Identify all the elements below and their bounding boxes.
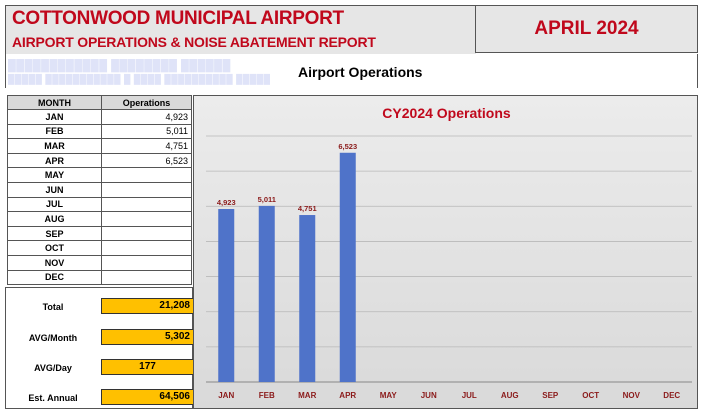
bar — [339, 152, 356, 382]
section-title: Airport Operations — [298, 64, 423, 80]
data-label: 4,923 — [217, 198, 236, 207]
table-row: JAN 4,923 — [7, 109, 192, 125]
operations-cell: 4,751 — [101, 138, 192, 154]
report-header: COTTONWOOD MUNICIPAL AIRPORT AIRPORT OPE… — [5, 5, 476, 55]
month-cell: MAY — [7, 167, 102, 183]
table-row: FEB 5,011 — [7, 123, 192, 140]
data-label: 4,751 — [298, 204, 317, 213]
faded-text-1: ████████████ ████████ ██████ — [8, 60, 231, 72]
operations-cell — [101, 167, 192, 183]
table-row: NOV — [7, 254, 192, 271]
summary-panel: Total 21,208 AVG/Month 5,302 AVG/Day 177… — [5, 287, 194, 409]
table-row: JUN — [7, 181, 192, 198]
x-tick-label: JUL — [462, 391, 477, 400]
operations-cell — [101, 254, 192, 271]
operations-cell: 5,011 — [101, 123, 192, 140]
table-row: SEP — [7, 225, 192, 242]
total-row: Total 21,208 — [6, 298, 194, 316]
x-tick-label: APR — [339, 391, 356, 400]
avg-day-row: AVG/Day 177 — [6, 359, 194, 377]
x-tick-label: FEB — [259, 391, 275, 400]
table-row: AUG — [7, 211, 192, 227]
month-cell: JUN — [7, 181, 102, 198]
avg-month-label: AVG/Month — [28, 333, 78, 343]
month-cell: FEB — [7, 123, 102, 140]
avg-day-value: 177 — [101, 359, 194, 375]
airport-title: COTTONWOOD MUNICIPAL AIRPORT — [12, 8, 344, 29]
operations-chart: CY2024 Operations JAN 4,923 FEB 5,011 MAR 4,75… — [193, 95, 698, 409]
bar — [258, 205, 275, 382]
avg-day-label: AVG/Day — [34, 363, 72, 373]
data-label: 6,523 — [338, 142, 357, 151]
operations-cell — [101, 225, 192, 242]
avg-month-row: AVG/Month 5,302 — [6, 329, 194, 347]
month-cell: DEC — [7, 269, 102, 286]
chart-title: CY2024 Operations — [382, 105, 511, 121]
month-cell: APR — [7, 152, 102, 169]
table-row: MAY — [7, 167, 192, 183]
x-tick-label: DEC — [663, 391, 680, 400]
x-tick-label: OCT — [582, 391, 599, 400]
avg-month-value: 5,302 — [101, 329, 194, 345]
month-cell: OCT — [7, 240, 102, 256]
annual-row: Est. Annual 64,506 — [6, 389, 194, 407]
report-period: APRIL 2024 — [475, 5, 698, 53]
month-cell: SEP — [7, 225, 102, 242]
month-column-header: MONTH — [7, 95, 102, 110]
operations-cell — [101, 240, 192, 256]
total-value: 21,208 — [101, 298, 194, 314]
table-row: JUL — [7, 196, 192, 213]
x-tick-label: AUG — [501, 391, 519, 400]
operations-cell — [101, 269, 192, 286]
operations-cell — [101, 196, 192, 213]
operations-cell — [101, 181, 192, 198]
table-row: MAR 4,751 — [7, 138, 192, 154]
month-cell: JAN — [7, 109, 102, 125]
faded-text-2: █████ ███████████ █ ████ ██████████ ████… — [8, 74, 271, 84]
x-tick-label: NOV — [623, 391, 641, 400]
operations-cell — [101, 211, 192, 227]
bar — [218, 208, 235, 382]
operations-cell: 6,523 — [101, 152, 192, 169]
month-cell: NOV — [7, 254, 102, 271]
x-tick-label: JAN — [218, 391, 234, 400]
annual-label: Est. Annual — [28, 393, 78, 403]
month-cell: MAR — [7, 138, 102, 154]
operations-cell: 4,923 — [101, 109, 192, 125]
chart-svg: CY2024 Operations JAN 4,923 FEB 5,011 MAR 4,75… — [206, 105, 692, 400]
x-tick-label: MAY — [380, 391, 398, 400]
report-subtitle: AIRPORT OPERATIONS & NOISE ABATEMENT REP… — [12, 34, 376, 50]
month-cell: AUG — [7, 211, 102, 227]
section-bar — [5, 54, 698, 88]
table-row: OCT — [7, 240, 192, 256]
annual-value: 64,506 — [101, 389, 194, 405]
x-tick-label: SEP — [542, 391, 559, 400]
table-row: DEC — [7, 269, 192, 286]
total-label: Total — [42, 302, 64, 312]
data-label: 5,011 — [258, 195, 276, 204]
x-tick-label: MAR — [298, 391, 316, 400]
bar — [299, 215, 316, 382]
month-cell: JUL — [7, 196, 102, 213]
x-tick-label: JUN — [421, 391, 437, 400]
operations-table: MONTH Operations JAN 4,923 FEB 5,011 MAR 4,75… — [7, 95, 192, 286]
table-row: APR 6,523 — [7, 152, 192, 169]
operations-column-header: Operations — [101, 95, 192, 110]
